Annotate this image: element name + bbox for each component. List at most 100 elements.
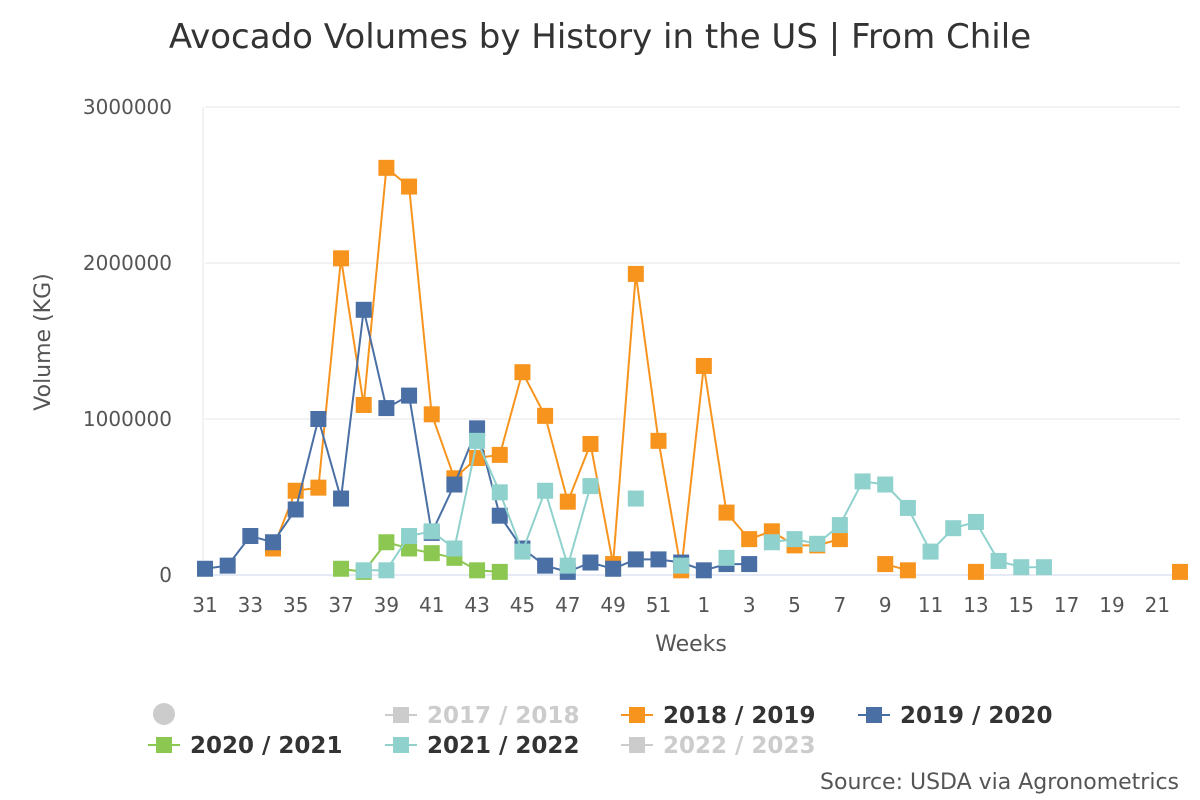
data-point[interactable]	[219, 557, 236, 574]
data-point[interactable]	[945, 520, 962, 537]
data-point[interactable]	[446, 476, 463, 493]
data-point[interactable]	[378, 400, 395, 417]
data-point[interactable]	[423, 545, 440, 562]
legend-item-2019-2020[interactable]: 2019 / 2020	[858, 703, 1052, 729]
data-point[interactable]	[310, 479, 327, 496]
data-point[interactable]	[378, 534, 395, 551]
data-point[interactable]	[446, 540, 463, 557]
data-point[interactable]	[401, 178, 418, 195]
y-tick-label: 2000000	[83, 251, 172, 275]
legend-reset-icon[interactable]	[153, 703, 175, 725]
data-point[interactable]	[605, 560, 622, 577]
x-tick-label: 19	[1099, 593, 1124, 617]
data-point[interactable]	[491, 563, 508, 580]
plot-area	[197, 159, 1188, 580]
data-point[interactable]	[265, 534, 282, 551]
data-point[interactable]	[967, 563, 984, 580]
data-point[interactable]	[514, 543, 531, 560]
data-point[interactable]	[582, 554, 599, 571]
data-point[interactable]	[333, 560, 350, 577]
data-point[interactable]	[310, 411, 327, 427]
data-point[interactable]	[763, 534, 780, 551]
x-tick-label: 7	[834, 593, 847, 617]
data-point[interactable]	[514, 364, 531, 381]
data-point[interactable]	[401, 387, 418, 404]
x-tick-label: 9	[879, 593, 892, 617]
data-point[interactable]	[809, 535, 826, 552]
data-point[interactable]	[401, 528, 418, 544]
legend-item-2020-2021[interactable]: 2020 / 2021	[148, 733, 342, 759]
data-point[interactable]	[537, 482, 554, 499]
data-point[interactable]	[537, 407, 554, 424]
x-tick-label: 43	[464, 593, 489, 617]
legend-item-2021-2022[interactable]: 2021 / 2022	[385, 733, 579, 759]
data-point[interactable]	[197, 560, 213, 577]
data-point[interactable]	[967, 513, 984, 530]
data-point[interactable]	[537, 557, 554, 574]
data-point[interactable]	[695, 357, 712, 374]
data-point[interactable]	[491, 446, 508, 463]
data-point[interactable]	[673, 557, 690, 574]
data-point[interactable]	[242, 528, 259, 544]
data-point[interactable]	[718, 549, 735, 566]
data-point[interactable]	[582, 435, 599, 452]
data-point[interactable]	[378, 159, 395, 176]
data-point[interactable]	[877, 556, 894, 573]
data-point[interactable]	[741, 556, 758, 573]
data-point[interactable]	[491, 507, 508, 524]
legend-item-2022-2023[interactable]: 2022 / 2023	[621, 733, 815, 759]
data-point[interactable]	[899, 562, 916, 579]
x-tick-label: 39	[374, 593, 399, 617]
data-point[interactable]	[899, 499, 916, 516]
data-point[interactable]	[1035, 559, 1052, 576]
data-point[interactable]	[355, 562, 372, 579]
chart-title: Avocado Volumes by History in the US | F…	[169, 17, 1031, 57]
data-point[interactable]	[831, 531, 848, 548]
legend-square-icon	[393, 707, 409, 723]
y-axis-title: Volume (KG)	[31, 273, 56, 410]
data-point[interactable]	[559, 557, 576, 574]
data-point[interactable]	[469, 420, 486, 437]
data-point[interactable]	[423, 406, 440, 423]
data-point[interactable]	[469, 432, 486, 449]
data-point[interactable]	[1172, 563, 1188, 580]
data-point[interactable]	[1013, 559, 1030, 576]
data-point[interactable]	[378, 562, 395, 579]
data-point[interactable]	[627, 490, 644, 507]
data-point[interactable]	[582, 478, 599, 495]
data-point[interactable]	[469, 562, 486, 579]
x-axis-ticks: 31 33 35 37 39 41 43 45 47 49 51 1 3 5 7 9 11 13 15 17 19 21	[192, 593, 1170, 617]
data-point[interactable]	[922, 543, 939, 560]
x-tick-label: 15	[1009, 593, 1034, 617]
x-tick-label: 1	[697, 593, 710, 617]
data-point[interactable]	[990, 552, 1007, 569]
data-point[interactable]	[559, 493, 576, 510]
data-point[interactable]	[786, 531, 803, 548]
legend-item-2017-2018[interactable]: 2017 / 2018	[385, 703, 579, 729]
data-point[interactable]	[491, 484, 508, 501]
data-point[interactable]	[854, 473, 871, 490]
grid-lines	[202, 106, 1180, 576]
data-point[interactable]	[650, 432, 667, 449]
data-point[interactable]	[877, 476, 894, 493]
data-point[interactable]	[718, 504, 735, 521]
data-point[interactable]	[333, 250, 350, 267]
data-point[interactable]	[741, 531, 758, 548]
data-point[interactable]	[355, 301, 372, 318]
data-point[interactable]	[355, 396, 372, 413]
data-point[interactable]	[401, 540, 418, 557]
x-tick-label: 33	[238, 593, 263, 617]
x-tick-label: 49	[600, 593, 625, 617]
data-point[interactable]	[287, 501, 304, 518]
y-axis-ticks: 0 1000000 2000000 3000000	[83, 95, 172, 587]
data-point[interactable]	[650, 551, 667, 568]
legend-item-2018-2019[interactable]: 2018 / 2019	[621, 703, 815, 729]
data-point[interactable]	[627, 265, 644, 282]
data-point[interactable]	[831, 517, 848, 534]
data-point[interactable]	[695, 562, 712, 579]
legend-label: 2017 / 2018	[427, 703, 579, 729]
data-point[interactable]	[333, 490, 350, 507]
data-point[interactable]	[627, 551, 644, 568]
data-point[interactable]	[423, 523, 440, 540]
y-tick-label: 3000000	[83, 95, 172, 119]
